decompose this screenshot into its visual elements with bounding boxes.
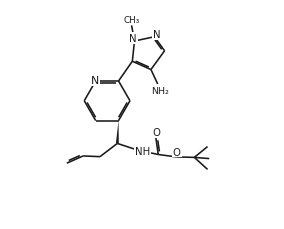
- Text: CH₃: CH₃: [124, 16, 140, 25]
- Text: O: O: [152, 127, 160, 137]
- Text: O: O: [173, 147, 181, 157]
- Polygon shape: [116, 121, 119, 144]
- Text: NH₂: NH₂: [151, 87, 168, 96]
- Text: N: N: [130, 34, 137, 44]
- Text: N: N: [91, 75, 99, 85]
- Text: N: N: [153, 30, 160, 40]
- Text: NH: NH: [135, 147, 150, 157]
